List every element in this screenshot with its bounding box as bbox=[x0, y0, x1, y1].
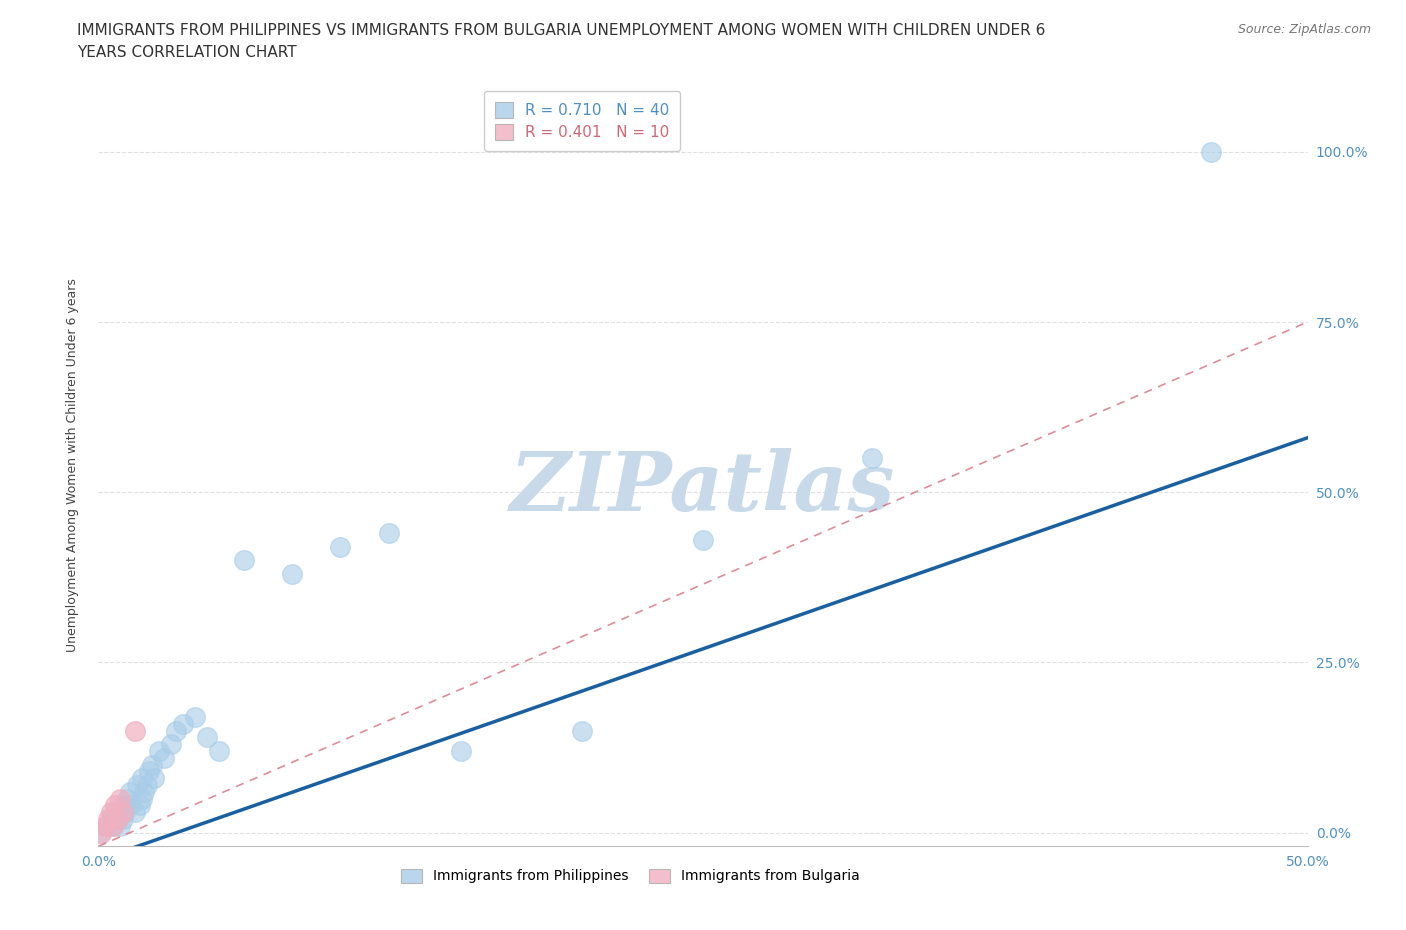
Point bbox=[90, 825, 112, 840]
Legend: Immigrants from Philippines, Immigrants from Bulgaria: Immigrants from Philippines, Immigrants … bbox=[395, 863, 866, 889]
Point bbox=[104, 798, 127, 813]
Point bbox=[329, 539, 352, 554]
Point bbox=[860, 451, 883, 466]
Point bbox=[118, 784, 141, 799]
Point bbox=[127, 777, 149, 792]
Point bbox=[128, 798, 150, 813]
Text: ZIPatlas: ZIPatlas bbox=[510, 448, 896, 528]
Point bbox=[148, 744, 170, 759]
Point bbox=[1199, 144, 1222, 159]
Point bbox=[172, 716, 194, 731]
Point bbox=[208, 744, 231, 759]
Text: IMMIGRANTS FROM PHILIPPINES VS IMMIGRANTS FROM BULGARIA UNEMPLOYMENT AMONG WOMEN: IMMIGRANTS FROM PHILIPPINES VS IMMIGRANT… bbox=[77, 23, 1046, 38]
Point bbox=[111, 812, 134, 827]
Point bbox=[100, 804, 122, 819]
Point bbox=[101, 818, 124, 833]
Point bbox=[111, 798, 134, 813]
Point bbox=[232, 552, 254, 567]
Point bbox=[143, 771, 166, 786]
Point bbox=[124, 804, 146, 819]
Point bbox=[165, 724, 187, 738]
Point bbox=[94, 818, 117, 833]
Point bbox=[118, 798, 141, 813]
Point bbox=[692, 533, 714, 548]
Point bbox=[107, 812, 129, 827]
Point bbox=[131, 771, 153, 786]
Text: Source: ZipAtlas.com: Source: ZipAtlas.com bbox=[1237, 23, 1371, 36]
Point bbox=[97, 812, 120, 827]
Point bbox=[135, 777, 157, 792]
Point bbox=[195, 730, 218, 745]
Point bbox=[94, 818, 117, 833]
Point bbox=[160, 737, 183, 751]
Text: YEARS CORRELATION CHART: YEARS CORRELATION CHART bbox=[77, 45, 297, 60]
Point bbox=[152, 751, 174, 765]
Point bbox=[571, 724, 593, 738]
Point bbox=[101, 818, 124, 833]
Point bbox=[114, 804, 136, 819]
Point bbox=[124, 724, 146, 738]
Point bbox=[184, 710, 207, 724]
Y-axis label: Unemployment Among Women with Children Under 6 years: Unemployment Among Women with Children U… bbox=[66, 278, 79, 652]
Point bbox=[100, 812, 122, 827]
Point bbox=[377, 525, 399, 540]
Point bbox=[104, 804, 127, 819]
Point bbox=[131, 791, 153, 806]
Point bbox=[117, 791, 139, 806]
Point bbox=[134, 784, 156, 799]
Point bbox=[281, 566, 304, 581]
Point bbox=[108, 791, 131, 806]
Point bbox=[108, 818, 131, 833]
Point bbox=[107, 812, 129, 827]
Point bbox=[141, 757, 163, 772]
Point bbox=[90, 825, 112, 840]
Point bbox=[450, 744, 472, 759]
Point bbox=[111, 804, 134, 819]
Point bbox=[138, 764, 160, 778]
